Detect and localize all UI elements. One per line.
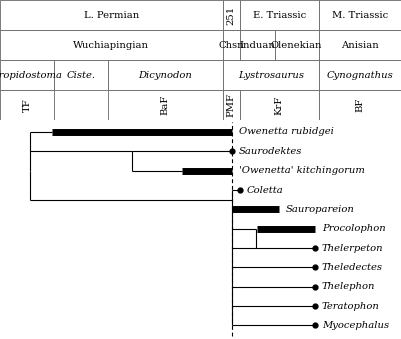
Text: L. Permian: L. Permian xyxy=(84,11,139,20)
Text: 251: 251 xyxy=(227,5,236,25)
Text: Chsn: Chsn xyxy=(219,41,244,49)
Text: Anisian: Anisian xyxy=(341,41,379,49)
Text: Induan: Induan xyxy=(239,41,275,49)
Bar xyxy=(0,60,54,90)
Bar xyxy=(240,30,275,60)
Text: TF: TF xyxy=(22,98,32,112)
Text: Wuchiapingian: Wuchiapingian xyxy=(73,41,149,49)
Text: Myocephalus: Myocephalus xyxy=(322,321,389,330)
Bar xyxy=(108,90,223,120)
Bar xyxy=(223,60,319,90)
Text: Dicynodon: Dicynodon xyxy=(138,71,192,80)
Bar xyxy=(223,0,240,30)
Bar xyxy=(108,60,223,90)
Text: Coletta: Coletta xyxy=(247,185,284,195)
Text: Owenetta rubidgei: Owenetta rubidgei xyxy=(239,127,334,137)
Bar xyxy=(319,60,401,90)
Text: Lystrosaurus: Lystrosaurus xyxy=(238,71,304,80)
Bar xyxy=(54,60,108,90)
Text: Saurodektes: Saurodektes xyxy=(239,147,302,156)
Bar xyxy=(319,90,401,120)
Text: Olenekian: Olenekian xyxy=(271,41,322,49)
Bar xyxy=(240,0,319,30)
Bar xyxy=(223,90,240,120)
Bar xyxy=(319,30,401,60)
Bar xyxy=(240,90,319,120)
Bar xyxy=(0,30,223,60)
Text: Teratophon: Teratophon xyxy=(322,302,380,311)
Text: Tropidostoma: Tropidostoma xyxy=(0,71,62,80)
Bar xyxy=(0,0,223,30)
Text: 'Owenetta' kitchingorum: 'Owenetta' kitchingorum xyxy=(239,166,365,175)
Bar xyxy=(223,30,240,60)
Bar xyxy=(319,0,401,30)
Text: PMF: PMF xyxy=(227,93,236,117)
Text: PTB: PTB xyxy=(228,337,236,339)
Bar xyxy=(0,90,54,120)
Text: Procolophon: Procolophon xyxy=(322,224,386,233)
Text: M. Triassic: M. Triassic xyxy=(332,11,388,20)
Bar xyxy=(275,30,319,60)
Text: Theledectes: Theledectes xyxy=(322,263,383,272)
Text: BF: BF xyxy=(355,98,365,113)
Text: KrF: KrF xyxy=(275,96,284,115)
Text: Thelerpeton: Thelerpeton xyxy=(322,243,384,253)
Text: BaF: BaF xyxy=(161,95,170,116)
Text: Cynognathus: Cynognathus xyxy=(326,71,393,80)
Text: Thelephon: Thelephon xyxy=(322,282,375,291)
Text: Ciste.: Ciste. xyxy=(67,71,96,80)
Text: Sauropareion: Sauropareion xyxy=(286,205,355,214)
Text: E. Triassic: E. Triassic xyxy=(253,11,306,20)
